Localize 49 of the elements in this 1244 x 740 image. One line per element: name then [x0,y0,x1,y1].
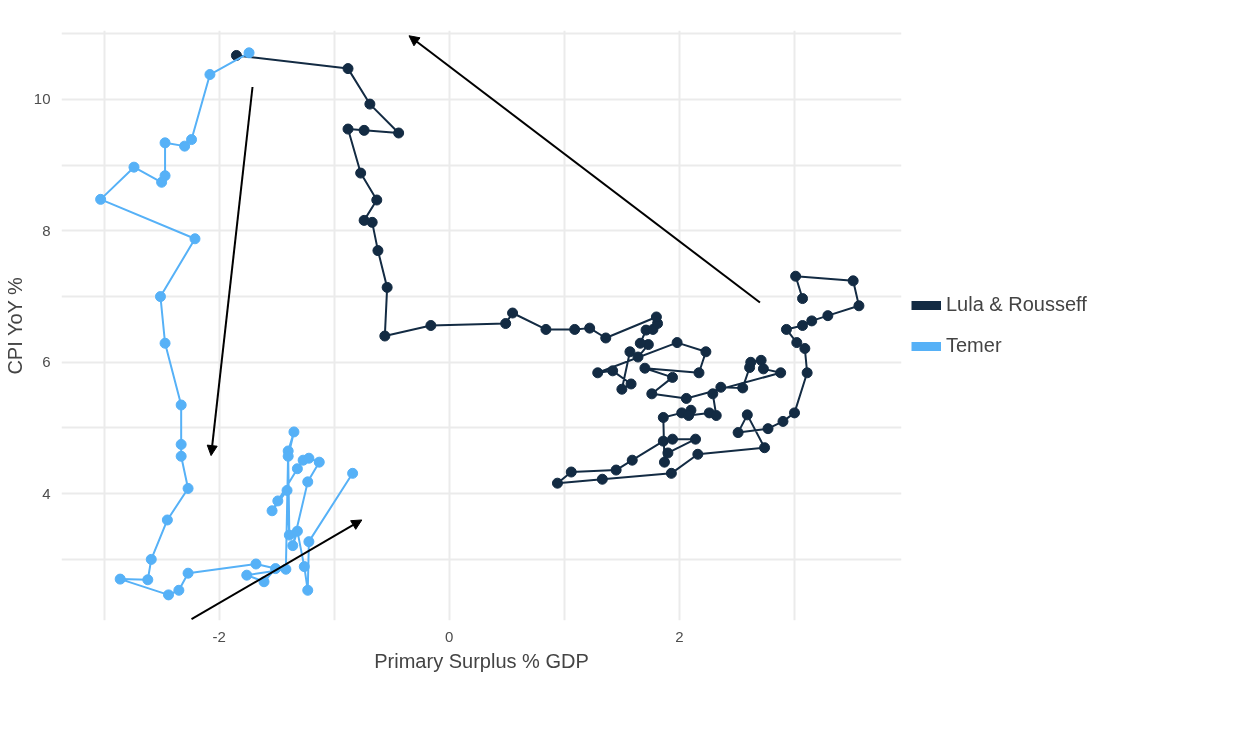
y-tick-label: 10 [33,90,51,108]
point [161,514,173,526]
y-tick-label: 8 [42,221,51,239]
point [303,536,315,548]
y-tick-label: 4 [42,484,51,502]
point [154,291,166,303]
point [145,553,157,565]
point [241,569,253,581]
point [302,476,314,488]
point [182,567,194,579]
point [159,337,171,349]
point [288,426,300,438]
y-tick-label: 6 [42,353,51,371]
point [163,589,175,601]
point [173,584,185,596]
point [186,134,198,146]
point [182,482,194,494]
point [250,558,262,570]
point [159,137,171,149]
y-axis-title: CPI YoY % [3,276,26,375]
point [272,495,284,507]
point [283,529,295,541]
x-axis-title: Primary Surplus % GDP [374,649,589,672]
point [298,561,310,573]
point [287,540,299,552]
x-tick-label: -2 [212,627,226,645]
point [302,584,314,596]
point [142,574,154,586]
point [175,450,187,462]
point [291,525,303,537]
point [347,467,359,479]
point [291,463,303,475]
point [313,456,325,468]
point [175,399,187,411]
point [179,140,191,152]
point [189,233,201,245]
point [114,573,126,585]
point [266,505,278,517]
point [281,484,293,496]
point [243,47,255,59]
point [128,161,140,173]
point [204,69,216,81]
x-tick-label: 0 [445,627,454,645]
legend-label: Temer [946,334,1002,357]
point [175,438,187,450]
x-tick-label: 2 [675,627,684,645]
point [156,176,168,188]
point [95,193,107,205]
legend-label: Lula & Rousseff [946,293,1087,316]
